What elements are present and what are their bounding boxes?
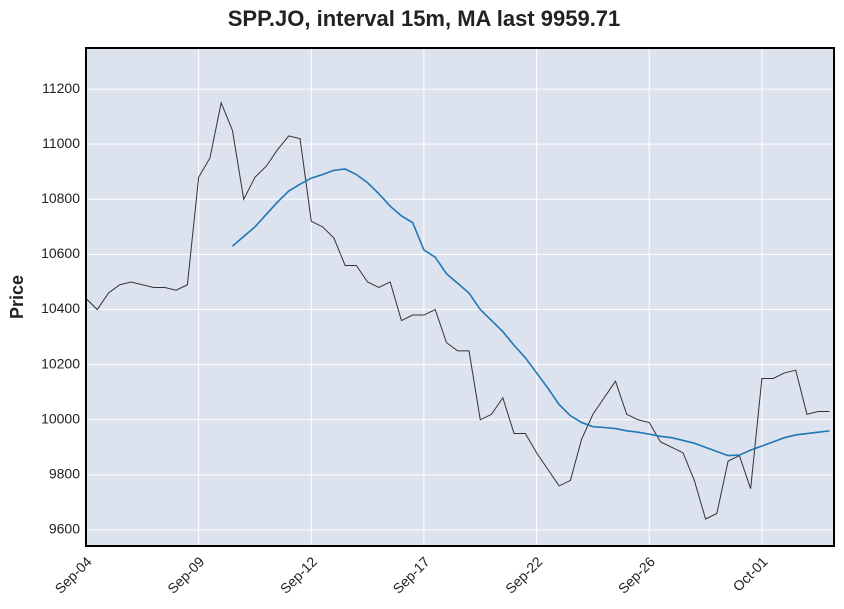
y-tick-label: 10000 bbox=[41, 410, 80, 426]
x-tick-label: Oct-01 bbox=[730, 553, 771, 594]
x-tick-label: Sep-22 bbox=[502, 553, 545, 596]
series-line bbox=[231, 168, 830, 457]
x-tick-label: Sep-04 bbox=[51, 553, 94, 596]
y-tick-label: 9800 bbox=[49, 466, 80, 482]
y-tick-label: 10200 bbox=[41, 355, 80, 371]
plot-frame bbox=[85, 47, 835, 547]
x-tick-label: Sep-26 bbox=[615, 553, 658, 596]
y-tick-label: 10400 bbox=[41, 300, 80, 316]
y-tick-label: 9600 bbox=[49, 521, 80, 537]
y-tick-label: 10800 bbox=[41, 190, 80, 206]
chart-title: SPP.JO, interval 15m, MA last 9959.71 bbox=[228, 6, 621, 31]
x-tick-label: Sep-09 bbox=[164, 553, 207, 596]
y-tick-label: 11200 bbox=[42, 80, 80, 96]
y-tick-label: 10600 bbox=[41, 245, 80, 261]
series-line bbox=[85, 101, 830, 520]
x-tick-label: Sep-12 bbox=[277, 553, 320, 596]
x-tick-label: Sep-17 bbox=[389, 553, 432, 596]
y-tick-label: 11000 bbox=[42, 135, 80, 151]
y-axis-label: Price bbox=[7, 275, 27, 319]
plot-area bbox=[86, 48, 834, 546]
